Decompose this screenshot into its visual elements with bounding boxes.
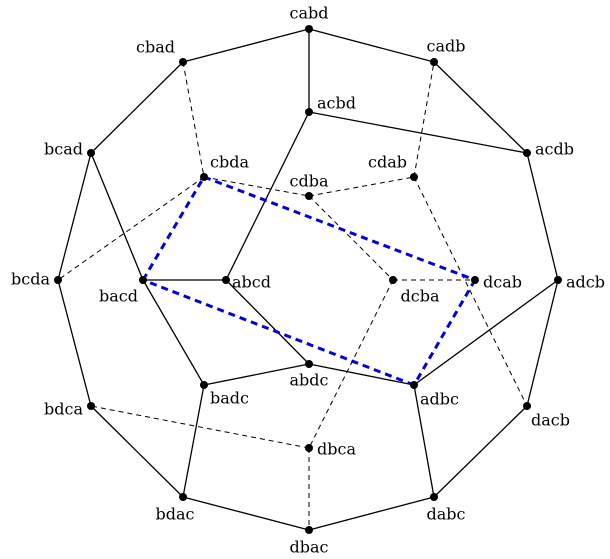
node	[87, 402, 95, 410]
dashed-edge	[308, 279, 394, 449]
node	[523, 149, 531, 157]
edge	[433, 405, 528, 498]
edge	[142, 279, 205, 386]
dashed-edge	[413, 61, 435, 178]
node-label: dbac	[290, 538, 329, 557]
node	[305, 360, 313, 368]
node	[389, 276, 397, 284]
node-label: badc	[210, 389, 249, 408]
node	[305, 526, 313, 534]
node-label: dacb	[531, 411, 570, 430]
node-label: adcb	[566, 273, 605, 292]
edge	[413, 384, 435, 498]
dashed-edge	[90, 405, 310, 449]
dashed-edge	[57, 176, 205, 281]
node-label: bcda	[11, 270, 50, 289]
node-label: dcba	[401, 287, 440, 306]
node	[54, 276, 62, 284]
node	[410, 381, 418, 389]
node-label: acbd	[317, 94, 356, 113]
edge	[308, 496, 435, 531]
node	[430, 58, 438, 66]
highlight-edge	[203, 175, 476, 282]
dashed-edge	[182, 61, 205, 178]
node	[179, 58, 187, 66]
node-label: bdac	[156, 505, 195, 524]
node	[305, 25, 313, 33]
dashed-edge	[308, 195, 394, 281]
edge	[203, 363, 310, 386]
highlight-edge	[412, 279, 477, 386]
node-label: dcab	[483, 273, 522, 292]
edge	[57, 279, 92, 407]
node-label: dabc	[427, 505, 466, 524]
edges	[57, 28, 559, 531]
edge	[90, 152, 144, 281]
node-label: cbad	[136, 38, 175, 57]
edge	[182, 496, 310, 531]
edge	[182, 28, 310, 63]
nodes: cabd cadb acdb adcb dacb dabc dbac bdac bdca bcda…	[11, 4, 605, 557]
edge	[182, 384, 205, 498]
node	[222, 276, 230, 284]
node-label: bcad	[44, 140, 83, 159]
edge	[308, 111, 528, 154]
highlight-edge	[141, 176, 206, 281]
edge	[308, 28, 435, 63]
edge	[413, 279, 559, 386]
edge	[57, 152, 92, 281]
node	[87, 149, 95, 157]
node	[179, 493, 187, 501]
edge	[225, 279, 310, 365]
node-label: cabd	[290, 4, 329, 23]
edge	[225, 111, 310, 281]
edge	[526, 152, 559, 281]
edge	[433, 61, 528, 154]
edge	[308, 363, 415, 386]
node	[200, 381, 208, 389]
node	[200, 173, 208, 181]
node-label: cadb	[427, 37, 466, 56]
node	[305, 444, 313, 452]
node-label: abcd	[232, 273, 271, 292]
highlight-edge	[142, 278, 415, 387]
node	[410, 173, 418, 181]
node-label: bdca	[44, 400, 83, 419]
node-label: cdba	[290, 172, 329, 191]
node-label: cbda	[210, 153, 249, 172]
node	[554, 276, 562, 284]
edge	[90, 405, 184, 498]
node	[305, 192, 313, 200]
edge	[526, 279, 559, 407]
node-label: adbc	[420, 390, 459, 409]
node-label: acdb	[535, 140, 574, 159]
node	[139, 276, 147, 284]
node-label: cdab	[368, 153, 407, 172]
dashed-edge	[413, 176, 528, 407]
edge	[90, 61, 184, 154]
node-label: dbca	[317, 440, 356, 459]
node-label: bacd	[99, 287, 138, 306]
node	[523, 402, 531, 410]
node	[471, 276, 479, 284]
node-label: abdc	[290, 371, 329, 390]
node	[430, 493, 438, 501]
node	[305, 108, 313, 116]
